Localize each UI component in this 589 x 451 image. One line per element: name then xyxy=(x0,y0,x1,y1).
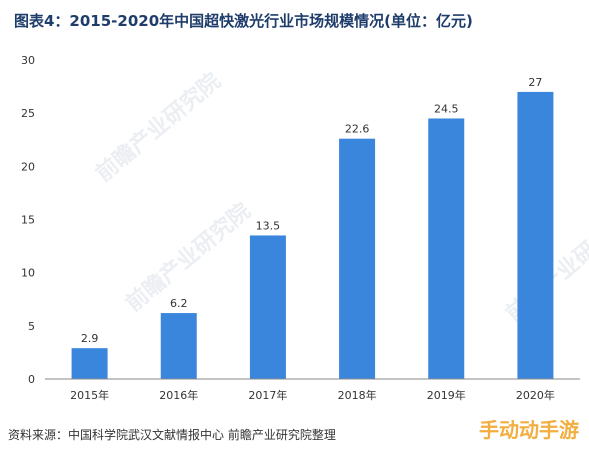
x-tick-label: 2020年 xyxy=(516,388,555,402)
x-tick-label: 2017年 xyxy=(248,388,287,402)
value-labels-group: 2.9 6.2 13.5 22.6 24.5 27 xyxy=(81,76,543,345)
y-tick-label: 25 xyxy=(21,107,35,120)
x-tick-label: 2016年 xyxy=(159,388,198,402)
bar-value-label: 27 xyxy=(528,76,542,89)
bar xyxy=(71,348,108,379)
y-tick-label: 20 xyxy=(21,160,35,173)
bar xyxy=(339,138,376,379)
x-tick-label: 2015年 xyxy=(70,388,109,402)
source-note: 资料来源：中国科学院武汉文献情报中心 前瞻产业研究院整理 xyxy=(8,428,336,442)
y-tick-label: 0 xyxy=(28,373,35,386)
y-tick-label: 10 xyxy=(21,267,35,280)
x-tick-label: 2018年 xyxy=(338,388,377,402)
bar-value-label: 24.5 xyxy=(434,102,459,115)
x-axis-ticks: 2015年 2016年 2017年 2018年 2019年 2020年 xyxy=(70,388,555,402)
chart-title: 图表4：2015-2020年中国超快激光行业市场规模情况(单位：亿元) xyxy=(14,12,473,30)
bar xyxy=(517,91,554,380)
y-tick-label: 5 xyxy=(28,320,35,333)
y-axis-ticks: 0 5 10 15 20 25 30 xyxy=(21,54,35,386)
x-tick-label: 2019年 xyxy=(427,388,466,402)
bars-group xyxy=(71,91,554,380)
bar xyxy=(249,235,286,379)
bar xyxy=(160,313,197,379)
corner-watermark: 手动动手游 xyxy=(479,418,579,442)
bar-value-label: 13.5 xyxy=(256,219,281,232)
bar xyxy=(428,118,465,379)
y-tick-label: 30 xyxy=(21,54,35,67)
y-tick-label: 15 xyxy=(21,214,35,227)
bar-value-label: 6.2 xyxy=(170,297,188,310)
bar-value-label: 2.9 xyxy=(81,332,99,345)
bar-value-label: 22.6 xyxy=(345,123,370,136)
